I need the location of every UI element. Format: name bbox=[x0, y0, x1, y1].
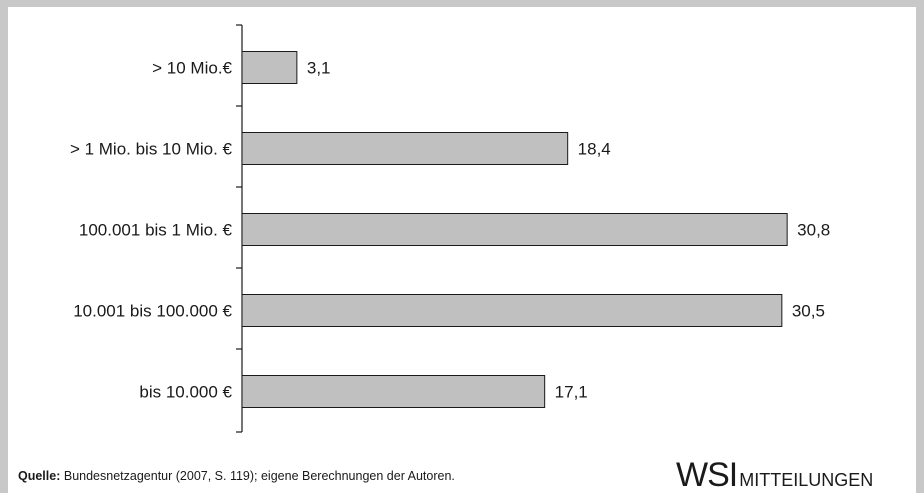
data-label: 17,1 bbox=[555, 383, 588, 402]
data-label: 3,1 bbox=[307, 59, 331, 78]
bar bbox=[241, 213, 788, 246]
data-label: 30,8 bbox=[797, 221, 830, 240]
source-text: Bundesnetzagentur (2007, S. 119); eigene… bbox=[63, 469, 455, 483]
category-label: > 10 Mio.€ bbox=[152, 59, 232, 78]
data-label: 18,4 bbox=[578, 140, 611, 159]
bar bbox=[241, 51, 298, 84]
wsi-logo: WSI MITTEILUNGEN bbox=[676, 456, 873, 495]
source-label: Quelle: bbox=[18, 469, 61, 483]
bar bbox=[241, 132, 569, 165]
source-note: Quelle: Bundesnetzagentur (2007, S. 119)… bbox=[18, 469, 455, 483]
category-label: 10.001 bis 100.000 € bbox=[73, 302, 232, 321]
category-label: > 1 Mio. bis 10 Mio. € bbox=[70, 140, 233, 159]
brand-name: MITTEILUNGEN bbox=[739, 470, 874, 490]
category-label: 100.001 bis 1 Mio. € bbox=[79, 221, 233, 240]
data-label: 30,5 bbox=[792, 302, 825, 321]
brand-wsi: WSI bbox=[676, 456, 738, 494]
category-label: bis 10.000 € bbox=[139, 383, 232, 402]
bar bbox=[241, 375, 546, 408]
bar bbox=[241, 294, 783, 327]
